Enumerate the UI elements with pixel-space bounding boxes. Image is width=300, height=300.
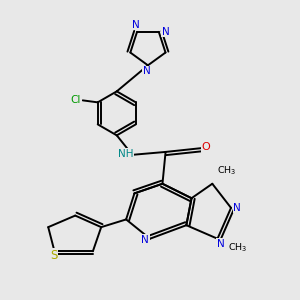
Text: N: N bbox=[217, 239, 224, 249]
Text: Cl: Cl bbox=[70, 95, 81, 105]
Text: NH: NH bbox=[118, 149, 133, 159]
Text: N: N bbox=[132, 20, 140, 30]
Text: O: O bbox=[202, 142, 210, 152]
Text: N: N bbox=[162, 27, 170, 37]
Text: N: N bbox=[233, 203, 241, 213]
Text: S: S bbox=[50, 249, 57, 262]
Text: N: N bbox=[143, 66, 151, 76]
Text: N: N bbox=[141, 235, 149, 245]
Text: CH$_3$: CH$_3$ bbox=[227, 242, 247, 254]
Text: CH$_3$: CH$_3$ bbox=[217, 164, 237, 177]
